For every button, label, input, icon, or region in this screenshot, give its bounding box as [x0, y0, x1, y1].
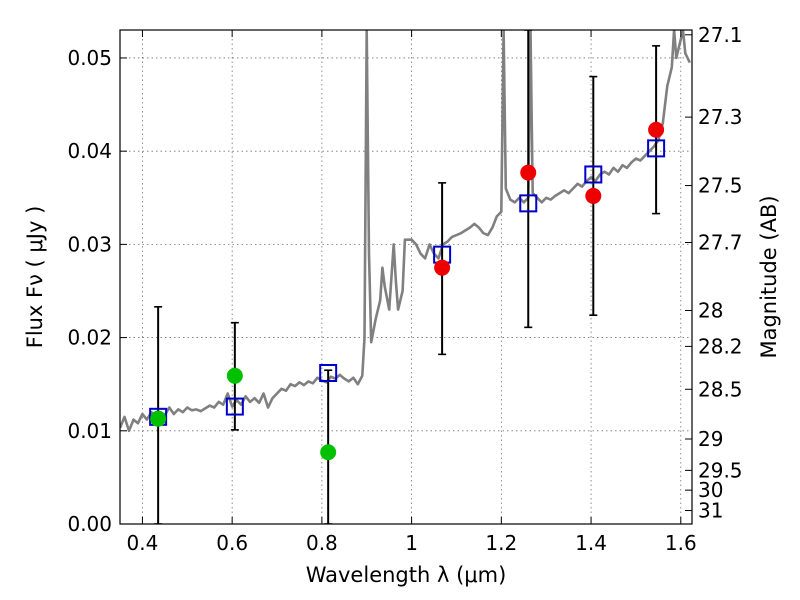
y2-tick-label: 28 — [698, 298, 723, 322]
x-tick-label: 1 — [405, 531, 418, 555]
x-tick-label: 0.6 — [216, 531, 248, 555]
plot-content — [120, 30, 691, 524]
y2-tick-label: 31 — [698, 499, 723, 523]
y-tick-label: 0.02 — [67, 326, 112, 350]
y-tick-label: 0.04 — [67, 139, 112, 163]
observed-flux-point — [648, 121, 665, 138]
y-tick-label: 0.00 — [67, 512, 112, 536]
x-tick-label: 0.4 — [127, 531, 159, 555]
observed-flux-point — [585, 187, 602, 204]
y2-tick-label: 27.1 — [698, 23, 743, 47]
y-tick-label: 0.01 — [67, 419, 112, 443]
y2-tick-label: 30 — [698, 478, 723, 502]
observed-flux-point — [320, 444, 337, 461]
grid-layer — [120, 30, 692, 524]
observed-flux-point — [434, 259, 451, 276]
plot-layer — [120, 30, 691, 524]
y2-tick-label: 27.3 — [698, 105, 743, 129]
observed-flux-point — [150, 410, 167, 427]
y2-tick-label: 29.5 — [698, 458, 743, 482]
x-tick-label: 1.4 — [575, 531, 607, 555]
y-tick-label: 0.05 — [67, 46, 112, 70]
x-tick-label: 1.6 — [665, 531, 697, 555]
model-photometry-square — [519, 194, 538, 213]
tick-layer: 0.4 0.6 0.8 1 1.2 1.4 1.6 0.00 0.01 0.02 0.03 0.04 0… — [67, 23, 742, 555]
y2-tick-label: 27.5 — [698, 174, 743, 198]
model-photometry-square — [584, 165, 603, 184]
y2-tick-label: 29 — [698, 427, 723, 451]
observed-flux-point — [520, 164, 537, 181]
y-axis-label: Flux Fν ( μJy ) — [23, 206, 47, 349]
x-tick-label: 0.8 — [306, 531, 338, 555]
observed-flux-point — [226, 367, 243, 384]
y2-axis-label: Magnitude (AB) — [757, 195, 781, 358]
x-axis-label: Wavelength λ (μm) — [306, 563, 507, 587]
y2-tick-label: 28.5 — [698, 377, 743, 401]
y-tick-label: 0.03 — [67, 232, 112, 256]
y2-tick-label: 27.7 — [698, 231, 743, 255]
plot-frame — [119, 29, 693, 525]
y2-tick-label: 28.2 — [698, 334, 743, 358]
model-spectrum-line — [120, 30, 691, 433]
model-photometry-square — [319, 364, 338, 383]
model-photometry-square — [225, 397, 244, 416]
x-tick-label: 1.2 — [485, 531, 517, 555]
model-photometry-square — [647, 139, 666, 158]
